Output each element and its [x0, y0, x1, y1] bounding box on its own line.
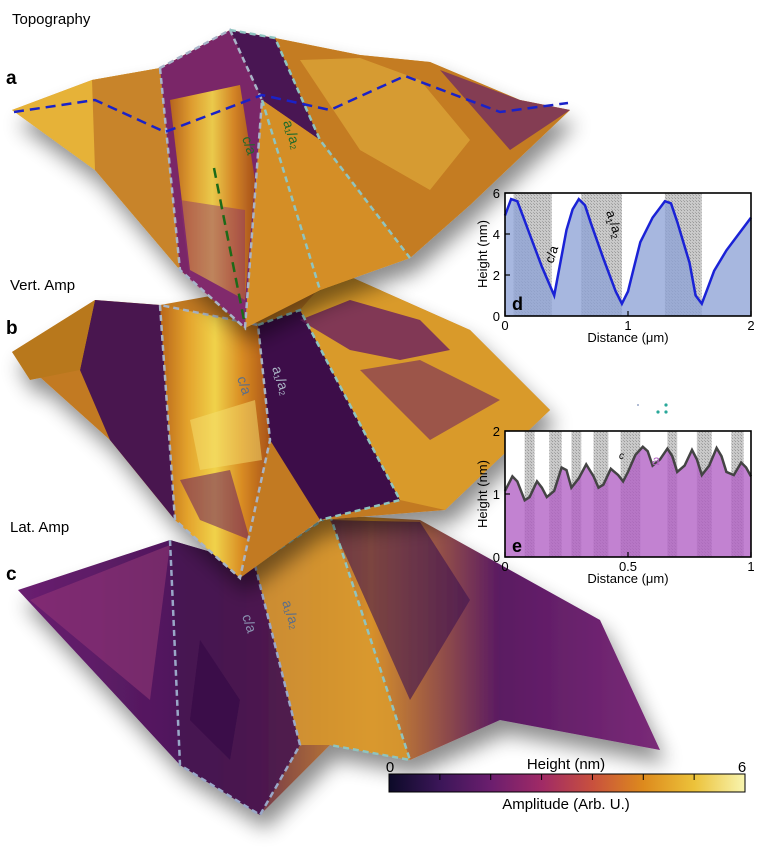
- chart-d-ylabel: Height (nm): [475, 220, 490, 288]
- chart-e-label-a: a: [652, 452, 660, 468]
- chart-e-label-c: c: [619, 451, 624, 462]
- chart-e-ytick-label: 0: [493, 550, 500, 565]
- chart-d-ytick-label: 0: [493, 309, 500, 324]
- chart-e-xtick-label: 0.5: [619, 559, 637, 574]
- chart-d-letter: d: [512, 294, 523, 314]
- colorbar-ticks: [439, 774, 695, 780]
- chart-d-label-a1a2-sub1: 1: [603, 217, 614, 225]
- panel-a-letter: a: [6, 68, 17, 89]
- panel-c-domain-borders: [168, 513, 412, 817]
- chart-d-ticks: 0 1 2 0 2 4 6: [493, 186, 755, 333]
- chart-d-line: [503, 197, 752, 307]
- chart-d-label-a1a2-sep: /: [607, 220, 623, 228]
- chart-e-xtick-label: 0: [501, 559, 508, 574]
- chart-d-ytick-label: 4: [493, 227, 500, 242]
- panel-a-vertical-line: [212, 167, 246, 321]
- chart-d-label-a1a2-sub2: 2: [608, 232, 619, 240]
- panel-b-domain-borders: [158, 303, 402, 581]
- colorbar-gradient: [388, 773, 746, 793]
- panel-b-surface: [12, 270, 550, 578]
- chart-d-ytick-label: 2: [493, 268, 500, 283]
- panel-b-label-ca: c/a: [234, 374, 255, 397]
- panel-a-label-ca: c/a: [239, 134, 260, 157]
- chart-e-ytick-label: 2: [493, 424, 500, 439]
- chart-e-hatched-region: [524, 431, 535, 557]
- panel-c-title: Lat. Amp: [10, 519, 69, 536]
- chart-d-xtick-label: 2: [747, 318, 754, 333]
- chart-e-xtick-label: 1: [747, 559, 754, 574]
- panel-a-profile-line: [13, 74, 569, 134]
- chart-d-ytick-label: 6: [493, 186, 500, 201]
- chart-d-xlabel: Distance (μm): [587, 330, 668, 345]
- panel-b-letter: b: [6, 318, 18, 339]
- panel-a-domain-borders: [158, 28, 411, 331]
- panel-b-title: Vert. Amp: [10, 277, 75, 294]
- chart-e-xlabel: Distance (μm): [587, 571, 668, 586]
- panel-c-label-ca: c/a: [239, 612, 260, 635]
- decorative-dots: [637, 403, 668, 414]
- colorbar-subtitle: Amplitude (Arb. U.): [502, 796, 630, 813]
- panel-a-title: Topography: [12, 11, 91, 28]
- chart-e-ylabel: Height (nm): [475, 460, 490, 528]
- chart-d-xtick-label: 0: [501, 318, 508, 333]
- chart-d-xtick-label: 1: [624, 318, 631, 333]
- chart-e-ticks: 0 0.5 1 0 1 2: [493, 424, 755, 574]
- chart-d-area: [505, 199, 751, 316]
- chart-e-ytick-label: 1: [493, 487, 500, 502]
- colorbar-max-label: 6: [738, 759, 746, 776]
- chart-e-letter: e: [512, 536, 522, 556]
- chart-e: 0 0.5 1 0 1 2 Height (nm) Distance (μm) e c a: [475, 424, 755, 586]
- panel-a-surface: [12, 30, 570, 328]
- colorbar: Height (nm) 0 6 Amplitude (Arb. U.): [386, 756, 746, 813]
- panel-c-letter: c: [6, 564, 17, 585]
- chart-d-label-ca: c/a: [542, 243, 562, 265]
- colorbar-min-label: 0: [386, 759, 394, 776]
- colorbar-title: Height (nm): [527, 756, 605, 773]
- chart-e-line: [503, 445, 753, 503]
